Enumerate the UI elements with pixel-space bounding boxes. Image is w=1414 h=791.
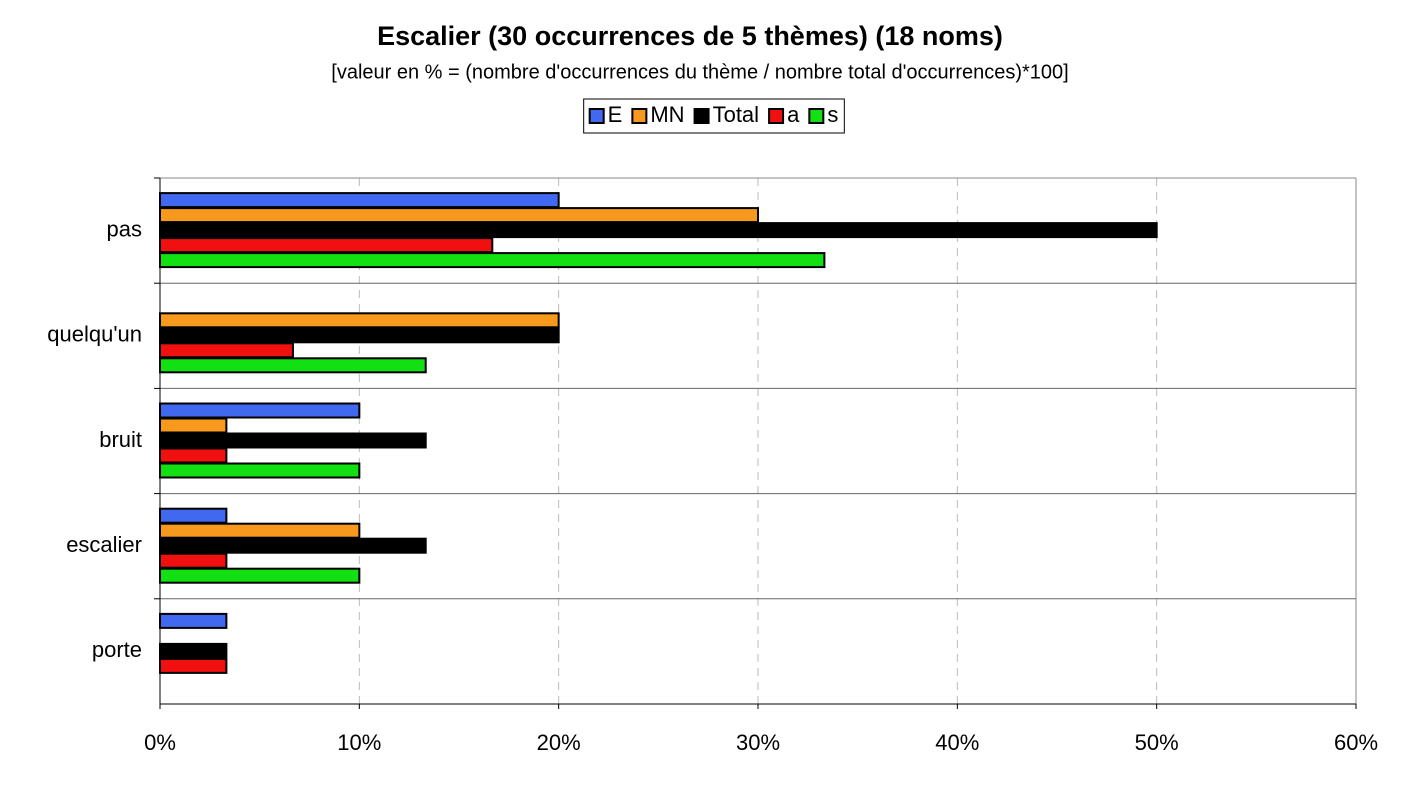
chart-title: Escalier (30 occurrences de 5 thèmes) (1… xyxy=(377,21,1003,51)
legend-label: Total xyxy=(713,102,759,127)
x-tick-label: 0% xyxy=(144,730,176,755)
legend-label: E xyxy=(608,102,623,127)
x-tick-label: 30% xyxy=(736,730,780,755)
legend-box xyxy=(583,98,845,134)
x-tick-label: 50% xyxy=(1135,730,1179,755)
y-tick-label: porte xyxy=(92,637,142,662)
bar xyxy=(159,567,361,584)
bar xyxy=(159,507,228,524)
y-tick-label: quelqu'un xyxy=(47,322,142,347)
x-tick-label: 60% xyxy=(1334,730,1378,755)
legend-swatch xyxy=(631,108,648,124)
bar xyxy=(159,417,228,434)
bar xyxy=(159,252,826,269)
x-tick-label: 40% xyxy=(935,730,979,755)
bar xyxy=(159,462,361,479)
legend-swatch xyxy=(768,108,785,124)
x-tick-label: 20% xyxy=(537,730,581,755)
x-tick-label: 10% xyxy=(337,730,381,755)
chart-subtitle: [valeur en % = (nombre d'occurrences du … xyxy=(331,61,1068,83)
bar xyxy=(159,327,560,344)
legend-swatch xyxy=(808,108,825,124)
bar xyxy=(159,552,228,569)
legend-label: s xyxy=(827,102,838,127)
bar xyxy=(159,237,494,254)
bar xyxy=(159,432,427,449)
bar xyxy=(159,402,361,419)
bar xyxy=(159,222,1158,239)
legend-swatch xyxy=(588,108,605,124)
bar xyxy=(159,342,294,359)
y-tick-label: escalier xyxy=(66,532,142,557)
bar xyxy=(159,447,228,464)
bar xyxy=(159,537,427,554)
y-tick-label: pas xyxy=(107,216,142,241)
bar xyxy=(159,522,361,539)
legend-label: a xyxy=(787,102,800,127)
bar xyxy=(159,642,228,659)
bar xyxy=(159,192,560,209)
bar xyxy=(159,357,427,374)
bar xyxy=(159,612,228,629)
bar xyxy=(159,312,560,329)
y-tick-label: bruit xyxy=(99,427,142,452)
bar xyxy=(159,207,759,224)
bar xyxy=(159,657,228,674)
legend-label: MN xyxy=(650,102,684,127)
legend-swatch xyxy=(693,108,710,124)
